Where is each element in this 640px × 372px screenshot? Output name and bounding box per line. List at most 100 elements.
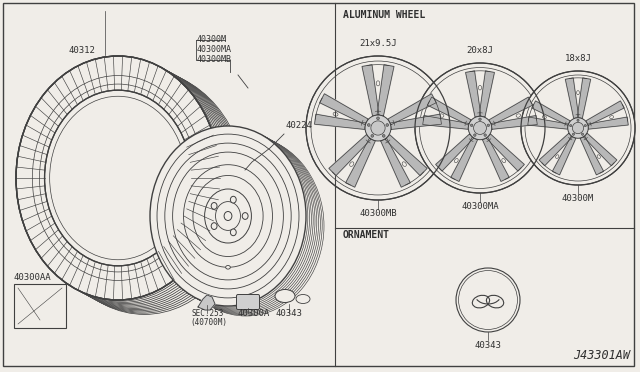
Ellipse shape <box>157 130 313 310</box>
Text: 40300M: 40300M <box>562 194 594 203</box>
Polygon shape <box>532 101 570 125</box>
Ellipse shape <box>311 61 445 195</box>
Text: 40312: 40312 <box>68 46 95 55</box>
Ellipse shape <box>584 125 586 127</box>
Ellipse shape <box>365 115 391 141</box>
Ellipse shape <box>230 196 236 203</box>
Ellipse shape <box>306 56 450 200</box>
Polygon shape <box>486 134 524 171</box>
Text: 40300MA: 40300MA <box>461 202 499 211</box>
Ellipse shape <box>371 135 374 137</box>
Text: ORNAMENT: ORNAMENT <box>343 230 390 240</box>
Ellipse shape <box>333 112 338 116</box>
Ellipse shape <box>456 268 520 332</box>
Polygon shape <box>314 114 365 129</box>
Polygon shape <box>586 101 624 125</box>
Ellipse shape <box>556 155 559 158</box>
Polygon shape <box>483 137 509 182</box>
Ellipse shape <box>164 134 321 314</box>
Ellipse shape <box>31 64 236 308</box>
Ellipse shape <box>572 122 584 134</box>
Ellipse shape <box>376 81 380 86</box>
Ellipse shape <box>543 116 547 119</box>
Ellipse shape <box>479 118 481 121</box>
Ellipse shape <box>597 155 600 158</box>
Text: 40224: 40224 <box>286 121 313 130</box>
Ellipse shape <box>211 223 217 230</box>
Text: 40300MB: 40300MB <box>197 55 232 64</box>
Polygon shape <box>381 138 410 187</box>
Ellipse shape <box>415 63 545 193</box>
Ellipse shape <box>40 69 244 313</box>
Ellipse shape <box>610 116 614 119</box>
Text: 18x8J: 18x8J <box>564 54 591 63</box>
Text: 40343: 40343 <box>475 341 501 350</box>
Ellipse shape <box>474 122 486 134</box>
Polygon shape <box>390 114 442 129</box>
Ellipse shape <box>27 62 231 306</box>
Text: J43301AW: J43301AW <box>573 349 630 362</box>
Ellipse shape <box>420 68 540 189</box>
Ellipse shape <box>458 270 518 330</box>
Ellipse shape <box>216 202 241 230</box>
FancyBboxPatch shape <box>237 295 259 310</box>
Ellipse shape <box>157 134 299 298</box>
Polygon shape <box>552 136 576 175</box>
Polygon shape <box>577 78 591 118</box>
Ellipse shape <box>193 176 263 257</box>
Ellipse shape <box>168 136 324 316</box>
Ellipse shape <box>382 135 385 137</box>
Ellipse shape <box>386 124 388 126</box>
Polygon shape <box>377 65 394 116</box>
Ellipse shape <box>468 116 492 140</box>
Ellipse shape <box>22 60 227 304</box>
Ellipse shape <box>165 143 291 289</box>
Ellipse shape <box>296 295 310 304</box>
Ellipse shape <box>184 165 273 267</box>
Ellipse shape <box>572 133 575 135</box>
Ellipse shape <box>159 131 315 311</box>
Ellipse shape <box>211 202 217 209</box>
Ellipse shape <box>33 65 237 310</box>
Polygon shape <box>539 133 572 166</box>
Ellipse shape <box>525 75 631 181</box>
Ellipse shape <box>577 119 579 121</box>
Ellipse shape <box>577 91 579 94</box>
Text: 40300MB: 40300MB <box>359 209 397 218</box>
Ellipse shape <box>150 126 306 306</box>
Ellipse shape <box>242 213 248 219</box>
Ellipse shape <box>349 162 354 166</box>
Ellipse shape <box>367 124 370 126</box>
Text: 40343: 40343 <box>275 309 302 318</box>
Ellipse shape <box>156 129 312 309</box>
Ellipse shape <box>29 63 233 307</box>
Ellipse shape <box>230 229 236 236</box>
Polygon shape <box>362 65 379 116</box>
Ellipse shape <box>16 56 220 300</box>
Ellipse shape <box>25 61 229 305</box>
Ellipse shape <box>487 124 490 126</box>
Polygon shape <box>584 133 617 166</box>
Polygon shape <box>329 135 371 176</box>
Polygon shape <box>198 295 215 310</box>
Ellipse shape <box>440 114 444 117</box>
Ellipse shape <box>470 124 473 126</box>
Ellipse shape <box>18 57 222 301</box>
Text: 40300A: 40300A <box>237 309 269 318</box>
Polygon shape <box>436 134 474 171</box>
Ellipse shape <box>161 132 317 312</box>
Polygon shape <box>479 71 495 117</box>
Ellipse shape <box>173 152 284 280</box>
Text: SEC.253: SEC.253 <box>192 309 225 318</box>
Ellipse shape <box>226 266 230 269</box>
Ellipse shape <box>454 158 458 163</box>
Ellipse shape <box>45 90 191 266</box>
Polygon shape <box>588 117 628 129</box>
Ellipse shape <box>371 121 385 135</box>
Polygon shape <box>428 97 471 125</box>
Ellipse shape <box>275 289 295 302</box>
Polygon shape <box>451 137 477 182</box>
Ellipse shape <box>570 125 572 127</box>
Ellipse shape <box>205 189 252 243</box>
Ellipse shape <box>502 158 506 163</box>
